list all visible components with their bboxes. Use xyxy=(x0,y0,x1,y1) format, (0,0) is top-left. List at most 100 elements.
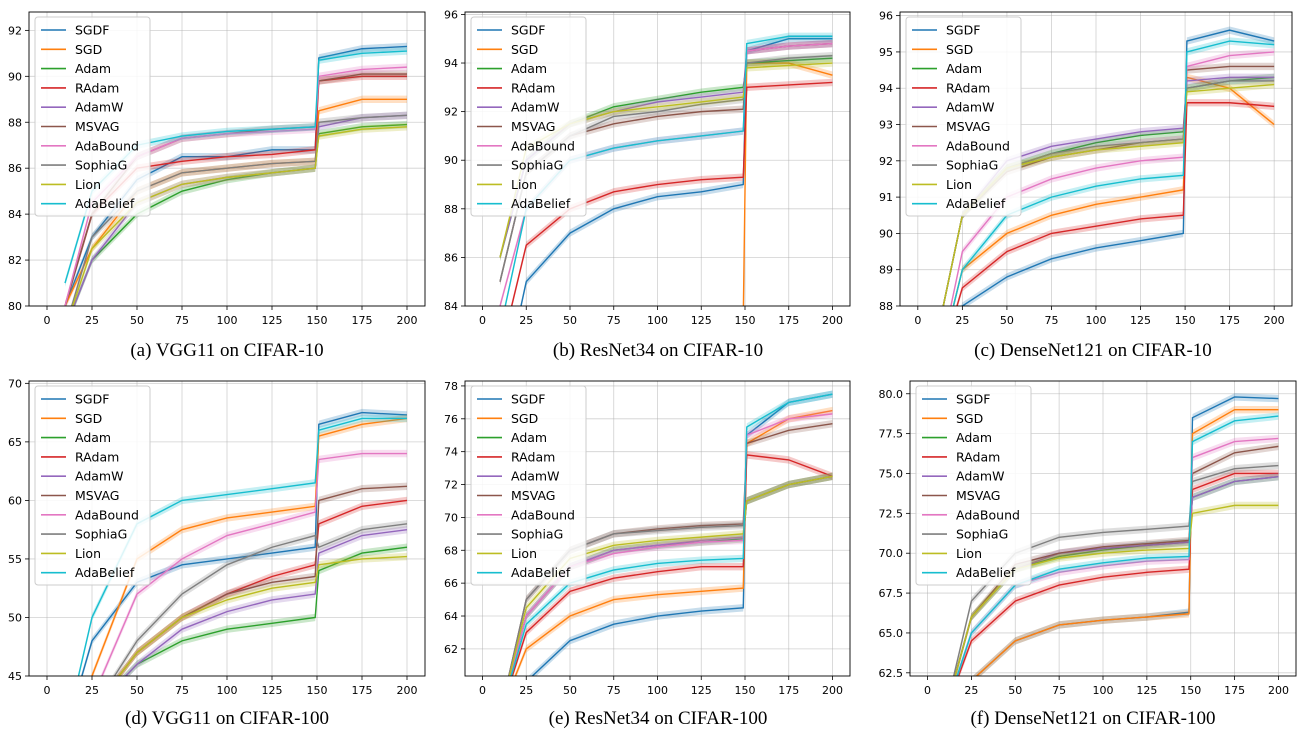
legend-label: Lion xyxy=(956,546,982,561)
x-tick-label: 0 xyxy=(914,314,921,327)
x-tick-label: 125 xyxy=(691,684,712,697)
band-sgd xyxy=(513,406,833,676)
legend-label: AdaBelief xyxy=(946,196,1006,211)
x-tick-label: 75 xyxy=(175,684,189,697)
x-tick-label: 25 xyxy=(955,314,969,327)
axes-frame xyxy=(28,11,426,307)
legend-label: Lion xyxy=(75,177,101,192)
caption-d: (d) VGG11 on CIFAR-100 xyxy=(125,708,329,729)
line-adam xyxy=(73,123,408,306)
legend-label: SGD xyxy=(75,411,102,426)
x-tick-label: 25 xyxy=(519,684,533,697)
x-tick-label: 25 xyxy=(85,684,99,697)
legend: SGDF SGD Adam RAdam AdamW MSVAG AdaBound Sophia… xyxy=(470,16,587,217)
y-tick-label: 64 xyxy=(444,610,458,623)
x-tick-label: 200 xyxy=(822,314,843,327)
caption-e: (e) ResNet34 on CIFAR-100 xyxy=(548,708,768,729)
band-adabound xyxy=(509,410,833,676)
line-adabelief xyxy=(956,415,1279,676)
band-radam xyxy=(957,469,1279,676)
legend: SGDF SGD Adam RAdam AdamW MSVAG AdaBound Sophia… xyxy=(34,385,151,586)
legend-label: AdaBound xyxy=(511,138,575,153)
legend-label: AdaBelief xyxy=(75,196,135,211)
line-sgd xyxy=(514,409,833,676)
band-sophiag xyxy=(112,520,407,676)
x-tick-label: 100 xyxy=(217,314,238,327)
line-msvag xyxy=(954,445,1279,676)
line-lion xyxy=(71,126,408,306)
series-group xyxy=(952,393,1279,676)
legend-label: SGDF xyxy=(511,23,545,38)
y-tick-label: 75.0 xyxy=(879,467,904,480)
x-tick-label: 175 xyxy=(352,684,373,697)
y-tick-label: 90 xyxy=(444,154,458,167)
legend-box xyxy=(915,385,1032,586)
legend-label: Adam xyxy=(956,430,992,445)
x-tick-label: 125 xyxy=(1130,314,1151,327)
line-radam xyxy=(957,472,1279,676)
legend-label: Lion xyxy=(511,177,537,192)
legend-label: SophiaG xyxy=(75,527,127,542)
x-tick-label: 175 xyxy=(778,684,799,697)
axes-frame xyxy=(464,11,851,307)
line-radam xyxy=(956,102,1275,306)
axes-frame xyxy=(899,11,1293,307)
legend: SGDF SGD Adam RAdam AdamW MSVAG AdaBound Sophia… xyxy=(905,16,1022,217)
line-sgd xyxy=(742,62,833,306)
x-tick-label: 100 xyxy=(1086,314,1107,327)
legend-label: SophiaG xyxy=(511,158,563,173)
y-tick-label: 93 xyxy=(879,119,893,132)
x-tick-label: 50 xyxy=(130,684,144,697)
legend-label: Lion xyxy=(946,177,972,192)
legend-label: Lion xyxy=(511,546,537,561)
y-tick-label: 90 xyxy=(8,70,22,83)
legend-label: SGDF xyxy=(75,392,109,407)
legend-label: AdaBound xyxy=(75,138,139,153)
x-tick-label: 75 xyxy=(607,684,621,697)
legend-label: SophiaG xyxy=(946,158,998,173)
legend-label: RAdam xyxy=(946,80,990,95)
caption-a: (a) VGG11 on CIFAR-10 xyxy=(130,340,324,361)
legend-label: RAdam xyxy=(511,80,555,95)
legend-label: SGD xyxy=(946,42,973,57)
legend-box xyxy=(905,16,1022,217)
axes-frame xyxy=(28,380,426,677)
legend-box xyxy=(470,16,587,217)
band-sgd xyxy=(90,414,407,676)
x-tick-label: 175 xyxy=(1224,684,1245,697)
y-tick-label: 94 xyxy=(444,57,458,70)
legend-label: SGD xyxy=(511,42,538,57)
y-tick-label: 68 xyxy=(444,544,458,557)
x-tick-label: 100 xyxy=(1093,684,1114,697)
x-tick-label: 150 xyxy=(735,684,756,697)
legend-label: Adam xyxy=(511,430,547,445)
x-tick-label: 50 xyxy=(130,314,144,327)
legend-box xyxy=(470,385,587,586)
legend-label: SGD xyxy=(956,411,983,426)
line-adabound xyxy=(950,51,1275,306)
y-tick-label: 95 xyxy=(879,46,893,59)
x-tick-label: 50 xyxy=(563,314,577,327)
legend-label: AdaBound xyxy=(946,138,1010,153)
band-sgdf xyxy=(528,390,833,676)
axes-frame xyxy=(464,380,851,677)
y-tick-label: 84 xyxy=(444,300,458,313)
band-sgd xyxy=(972,406,1279,676)
x-tick-label: 100 xyxy=(217,684,238,697)
x-tick-label: 50 xyxy=(563,684,577,697)
chart-3: 0 25 50 75 100 125 150 175 200455055606570SGDFSG… xyxy=(8,377,426,697)
legend-label: SGDF xyxy=(956,392,990,407)
legend-box xyxy=(34,16,151,217)
x-tick-label: 75 xyxy=(1044,314,1058,327)
legend-label: Lion xyxy=(75,546,101,561)
x-tick-label: 200 xyxy=(397,314,418,327)
x-tick-label: 0 xyxy=(924,684,931,697)
x-tick-label: 25 xyxy=(85,314,99,327)
legend-label: RAdam xyxy=(75,449,119,464)
caption-b: (b) ResNet34 on CIFAR-10 xyxy=(552,340,764,361)
y-tick-label: 66 xyxy=(444,577,458,590)
y-tick-label: 50 xyxy=(8,611,22,624)
line-adabound xyxy=(509,413,833,676)
legend-label: Adam xyxy=(946,61,982,76)
x-tick-label: 150 xyxy=(1175,314,1196,327)
